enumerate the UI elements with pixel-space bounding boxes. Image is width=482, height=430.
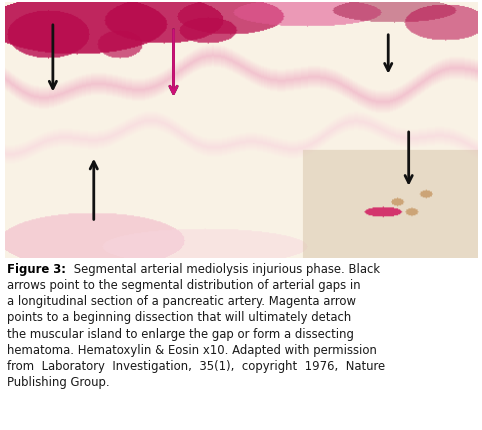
Text: Publishing Group.: Publishing Group. [7,376,110,389]
Text: a longitudinal section of a pancreatic artery. Magenta arrow: a longitudinal section of a pancreatic a… [7,295,356,308]
Text: the muscular island to enlarge the gap or form a dissecting: the muscular island to enlarge the gap o… [7,328,354,341]
Text: hematoma. Hematoxylin & Eosin x10. Adapted with permission: hematoma. Hematoxylin & Eosin x10. Adapt… [7,344,377,356]
Text: arrows point to the segmental distribution of arterial gaps in: arrows point to the segmental distributi… [7,279,361,292]
Text: Figure 3:: Figure 3: [7,263,66,276]
Text: points to a beginning dissection that will ultimately detach: points to a beginning dissection that wi… [7,311,351,325]
Text: from  Laboratory  Investigation,  35(1),  copyright  1976,  Nature: from Laboratory Investigation, 35(1), co… [7,360,385,373]
Text: Segmental arterial mediolysis injurious phase. Black: Segmental arterial mediolysis injurious … [70,263,380,276]
